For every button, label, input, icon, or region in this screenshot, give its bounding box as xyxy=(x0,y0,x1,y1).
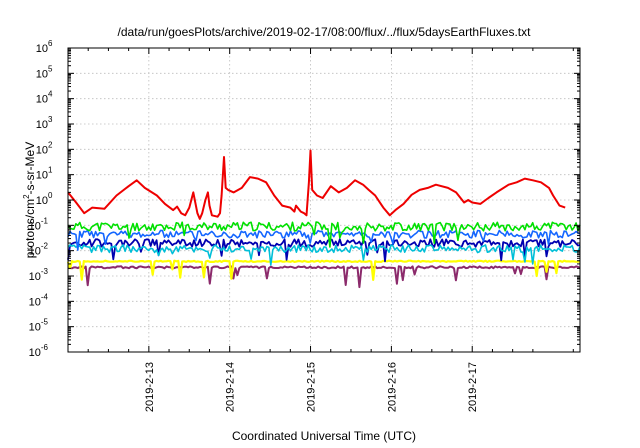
flux-series-line xyxy=(67,238,581,263)
y-tick-base: 10 xyxy=(36,170,48,182)
y-tick-exponent: -6 xyxy=(41,343,49,352)
y-tick-base: 10 xyxy=(36,94,48,106)
y-tick-exponent: 4 xyxy=(48,90,53,99)
y-tick-label: 103 xyxy=(36,115,53,131)
y-tick-label: 101 xyxy=(36,166,53,182)
y-tick-base: 10 xyxy=(36,144,48,156)
y-tick-base: 10 xyxy=(29,246,41,258)
y-tick-label: 10-6 xyxy=(29,343,49,359)
y-axis-label-base: protons/cm xyxy=(23,199,37,258)
chart-title: /data/run/goesPlots/archive/2019-02-17/0… xyxy=(118,25,532,39)
y-axis-label-rest: -s-sr-MeV xyxy=(23,142,37,195)
y-tick-exponent: -4 xyxy=(41,292,49,301)
y-tick-exponent: -1 xyxy=(41,216,49,225)
y-tick-label: 106 xyxy=(36,39,53,55)
y-tick-exponent: -5 xyxy=(41,318,49,327)
y-tick-exponent: 3 xyxy=(48,115,53,124)
y-tick-base: 10 xyxy=(29,322,41,334)
y-tick-base: 10 xyxy=(36,68,48,80)
y-tick-base: 10 xyxy=(36,119,48,131)
x-tick-label: 2019-2-17 xyxy=(467,362,479,412)
y-tick-label: 10-5 xyxy=(29,318,49,334)
y-tick-label: 102 xyxy=(36,140,53,156)
y-tick-label: 10-3 xyxy=(29,267,49,283)
x-tick-label: 2019-2-15 xyxy=(306,362,318,412)
grid-lines xyxy=(68,48,580,352)
flux-series-line xyxy=(66,259,581,281)
series-group xyxy=(66,149,581,289)
y-tick-exponent: 6 xyxy=(48,39,53,48)
y-tick-base: 10 xyxy=(29,271,41,283)
x-tick-label: 2019-2-13 xyxy=(144,362,156,412)
y-tick-label: 104 xyxy=(36,90,53,106)
y-tick-label: 10-4 xyxy=(29,292,49,308)
flux-series-line xyxy=(67,265,581,289)
flux-series-line xyxy=(67,149,566,220)
y-tick-base: 10 xyxy=(29,220,41,232)
x-axis-label: Coordinated Universal Time (UTC) xyxy=(232,429,416,443)
y-tick-exponent: -3 xyxy=(41,267,49,276)
y-tick-label: 100 xyxy=(36,191,53,207)
y-tick-exponent: 0 xyxy=(48,191,53,200)
y-tick-base: 10 xyxy=(36,195,48,207)
y-tick-exponent: 2 xyxy=(48,140,53,149)
x-tick-label: 2019-2-14 xyxy=(225,362,237,412)
flux-series-line xyxy=(67,229,581,251)
y-axis-label-sup: 2 xyxy=(22,194,31,199)
axis-ticks: 10-610-510-410-310-210-11001011021031041… xyxy=(29,39,580,412)
flux-series-line xyxy=(67,244,581,266)
y-tick-base: 10 xyxy=(29,347,41,359)
y-tick-exponent: 1 xyxy=(48,166,53,175)
y-axis-label: protons/cm2-s-sr-MeV xyxy=(22,142,37,258)
flux-series-line xyxy=(67,221,581,248)
y-tick-exponent: -2 xyxy=(41,242,49,251)
y-tick-exponent: 5 xyxy=(48,64,53,73)
y-tick-label: 10-2 xyxy=(29,242,49,258)
y-tick-base: 10 xyxy=(36,43,48,55)
y-tick-label: 105 xyxy=(36,64,53,80)
y-tick-base: 10 xyxy=(29,296,41,308)
y-tick-label: 10-1 xyxy=(29,216,49,232)
x-tick-label: 2019-2-16 xyxy=(386,362,398,412)
